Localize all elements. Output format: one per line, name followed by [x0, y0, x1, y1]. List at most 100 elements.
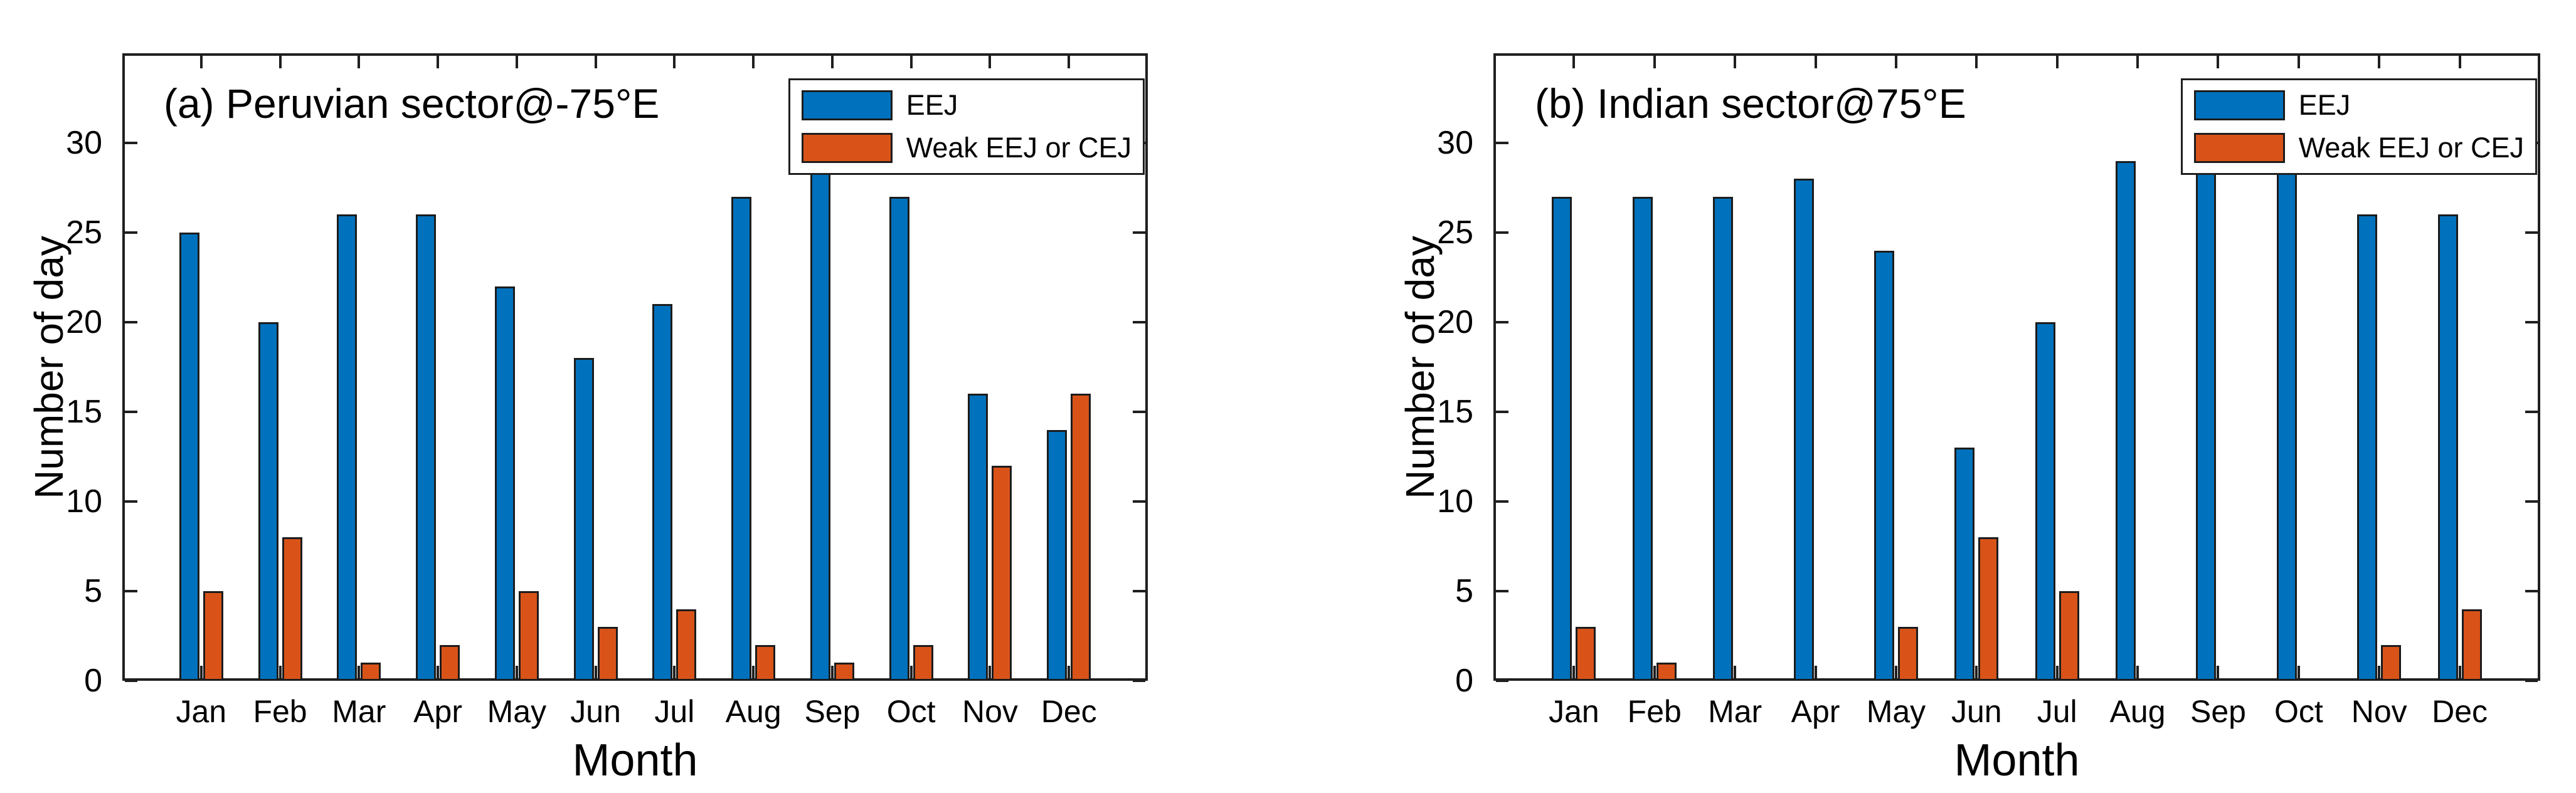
y-tick-right	[2525, 321, 2538, 323]
legend-label-eej: EEJ	[2298, 89, 2351, 121]
legend-swatch-eej	[2193, 90, 2285, 120]
y-tick-left	[125, 231, 137, 234]
legend-swatch-eej	[801, 90, 893, 120]
y-tick-label: 25	[66, 214, 102, 251]
x-tick-top	[673, 56, 676, 68]
x-tick-bottom	[1814, 666, 1817, 678]
x-tick-top	[199, 56, 203, 68]
x-tick-top	[989, 56, 992, 68]
bar-eej-may	[1874, 251, 1894, 681]
x-tick-label: May	[1866, 694, 1926, 729]
y-tick-label: 20	[66, 304, 102, 340]
bar-eej-mar	[1713, 197, 1734, 681]
legend-a: EEJ Weak EEJ or CEJ	[788, 78, 1145, 175]
y-tick-left	[125, 680, 137, 682]
y-tick-right	[2525, 500, 2538, 503]
x-tick-bottom	[989, 666, 992, 678]
y-tick-label: 0	[84, 663, 102, 699]
bar-weak-eej-jun	[597, 627, 618, 681]
bar-eej-aug	[731, 197, 752, 681]
bar-eej-jul	[652, 304, 673, 681]
x-tick-bottom	[1734, 666, 1737, 678]
y-tick-label: 10	[66, 483, 102, 520]
y-tick-left	[125, 500, 137, 503]
panel-title-a: (a) Peruvian sector@-75°E	[164, 80, 660, 127]
y-tick-left	[1496, 411, 1508, 413]
y-tick-right	[2525, 680, 2538, 682]
x-tick-top	[2217, 56, 2220, 68]
x-tick-label: Nov	[2351, 694, 2407, 729]
x-tick-label: Oct	[886, 694, 936, 729]
x-tick-label: Jun	[570, 694, 621, 729]
x-tick-top	[2136, 56, 2139, 68]
y-tick-label: 5	[84, 573, 102, 609]
x-tick-bottom	[1572, 666, 1576, 678]
x-tick-top	[1894, 56, 1897, 68]
legend-label-weak-eej: Weak EEJ or CEJ	[2298, 132, 2524, 164]
y-tick-left	[1496, 231, 1508, 234]
x-tick-label: Oct	[2274, 694, 2323, 729]
legend-item-weak-eej: Weak EEJ or CEJ	[801, 132, 1132, 164]
y-tick-label: 20	[1437, 304, 1473, 340]
bar-eej-jun	[573, 358, 594, 681]
y-tick-label: 0	[1455, 663, 1473, 699]
x-tick-top	[830, 56, 834, 68]
bar-eej-oct	[2276, 161, 2297, 681]
bar-eej-sep	[810, 161, 830, 681]
x-tick-bottom	[2136, 666, 2139, 678]
y-axis-label-b: Number of day	[1397, 235, 1443, 499]
y-tick-left	[125, 142, 137, 144]
x-tick-top	[1653, 56, 1656, 68]
legend-swatch-weak-eej	[801, 133, 893, 163]
x-tick-top	[1068, 56, 1071, 68]
x-tick-label: May	[487, 694, 547, 729]
bar-weak-eej-feb	[282, 537, 302, 681]
x-tick-bottom	[515, 666, 518, 678]
x-axis-label-b: Month	[1954, 735, 2080, 785]
bar-eej-jun	[1954, 448, 1975, 681]
x-tick-top	[358, 56, 361, 68]
bar-eej-dec	[2437, 214, 2458, 681]
bar-weak-eej-mar	[361, 663, 381, 681]
bar-eej-oct	[889, 197, 909, 681]
legend-swatch-weak-eej	[2193, 133, 2285, 163]
y-tick-left	[1496, 142, 1508, 144]
bar-weak-eej-nov	[2381, 645, 2402, 681]
y-tick-right	[1133, 680, 1145, 682]
bar-weak-eej-jun	[1978, 537, 1999, 681]
x-tick-bottom	[278, 666, 282, 678]
x-tick-bottom	[1975, 666, 1978, 678]
bar-weak-eej-jan	[1576, 627, 1596, 681]
bar-weak-eej-jul	[676, 609, 697, 681]
y-tick-left	[1496, 500, 1508, 503]
x-tick-label: Sep	[804, 694, 861, 729]
y-tick-label: 25	[1437, 214, 1473, 251]
bar-eej-jan	[179, 233, 199, 681]
x-tick-top	[278, 56, 282, 68]
x-tick-bottom	[2055, 666, 2059, 678]
bar-eej-feb	[258, 322, 278, 681]
bar-eej-feb	[1632, 197, 1653, 681]
y-tick-left	[1496, 321, 1508, 323]
x-tick-bottom	[2217, 666, 2220, 678]
y-tick-label: 15	[1437, 394, 1473, 430]
y-tick-right	[1133, 500, 1145, 503]
x-tick-bottom	[2297, 666, 2300, 678]
x-tick-bottom	[358, 666, 361, 678]
legend-item-eej: EEJ	[2193, 89, 2524, 122]
bar-eej-dec	[1047, 430, 1068, 681]
y-tick-left	[125, 321, 137, 323]
y-tick-right	[1133, 231, 1145, 234]
bar-eej-nov	[968, 394, 989, 681]
x-tick-top	[2378, 56, 2381, 68]
x-tick-label: Apr	[413, 694, 462, 729]
y-tick-right	[2525, 411, 2538, 413]
bar-eej-sep	[2196, 143, 2217, 681]
y-tick-label: 30	[66, 125, 102, 161]
x-tick-label: Jun	[1951, 694, 2002, 729]
x-tick-top	[2055, 56, 2059, 68]
legend-label-eej: EEJ	[906, 89, 958, 121]
y-tick-right	[1133, 590, 1145, 592]
